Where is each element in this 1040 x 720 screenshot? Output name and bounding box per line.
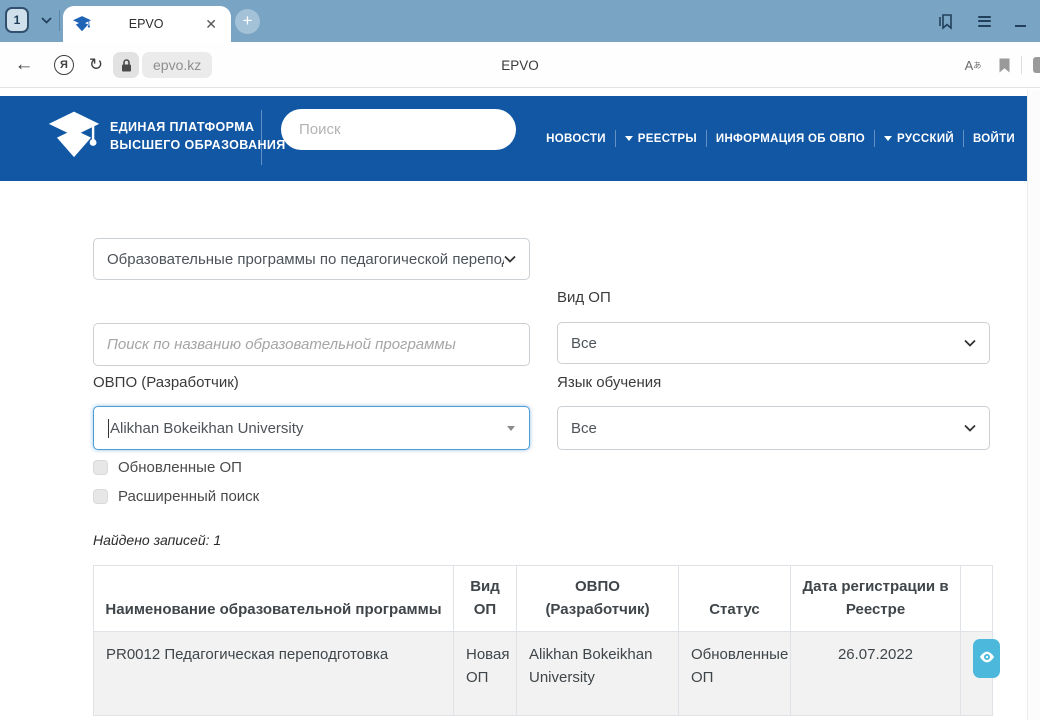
site-logo[interactable]: ЕДИНАЯ ПЛАТФОРМА ВЫСШЕГО ОБРАЗОВАНИЯ (48, 108, 286, 164)
chevron-down-icon (40, 16, 52, 24)
checkbox-icon (93, 489, 108, 504)
tab-list-chevron-button[interactable] (36, 9, 56, 31)
registry-select[interactable]: Образовательные программы по педагогичес… (93, 238, 530, 280)
reload-button[interactable]: ↻ (88, 55, 104, 74)
tab-counter-badge[interactable]: 1 (5, 7, 29, 33)
cell-date: 26.07.2022 (790, 631, 961, 716)
browser-tab-epvo[interactable]: EPVO ✕ (63, 6, 231, 42)
view-program-button[interactable] (973, 639, 1000, 678)
cell-type: Новая ОП (453, 631, 517, 716)
chevron-down-icon (964, 424, 976, 432)
epvo-favicon-icon (73, 15, 91, 31)
bookmarks-panel-button[interactable] (937, 13, 954, 30)
header-divider (261, 110, 262, 165)
type-label: Вид ОП (557, 289, 611, 306)
type-select[interactable]: Все (557, 322, 990, 364)
dropdown-arrow-icon (507, 425, 515, 431)
nav-item-registries[interactable]: РЕЕСТРЫ (616, 133, 706, 145)
chevron-down-icon (504, 255, 516, 263)
developer-label: ОВПО (Разработчик) (93, 374, 239, 391)
graduation-cap-icon (48, 111, 100, 158)
col-header-date: Дата регистрации в Реестре (790, 565, 961, 632)
cell-developer: Alikhan Bokeikhan University (516, 631, 679, 716)
site-header: ЕДИНАЯ ПЛАТФОРМА ВЫСШЕГО ОБРАЗОВАНИЯ НОВ… (0, 96, 1040, 181)
cell-program-name: PR0012 Педагогическая переподготовка (93, 631, 454, 716)
browser-tab-bar: 1 EPVO ✕ + (0, 0, 1040, 42)
table-row: PR0012 Педагогическая переподготовка Нов… (93, 631, 1000, 716)
site-security-button[interactable] (113, 52, 139, 78)
site-search-input[interactable] (281, 109, 516, 150)
checkbox-icon (93, 460, 108, 475)
col-header-name: Наименование образовательной программы (93, 565, 454, 632)
nav-item-language[interactable]: РУССКИЙ (875, 133, 963, 145)
nav-item-ovpo-info[interactable]: ИНФОРМАЦИЯ ОБ ОВПО (715, 132, 866, 145)
address-bar[interactable]: epvo.kz (142, 52, 213, 78)
language-select[interactable]: Все (557, 406, 990, 450)
checkbox-advanced-search[interactable]: Расширенный поиск (93, 488, 259, 505)
nav-item-news[interactable]: НОВОСТИ (546, 132, 606, 145)
main-nav: НОВОСТИ РЕЕСТРЫ ИНФОРМАЦИЯ ОБ ОВПО РУССК… (537, 96, 1024, 181)
checkbox-updated-op[interactable]: Обновленные ОП (93, 459, 242, 476)
col-header-type: Вид ОП (453, 565, 517, 632)
found-records-text: Найдено записей: 1 (93, 532, 222, 548)
dropdown-arrow-icon (624, 136, 633, 141)
results-table: Наименование образовательной программы В… (93, 565, 1000, 716)
program-search-input[interactable] (93, 323, 530, 366)
yandex-button[interactable]: Я (50, 42, 78, 88)
tab-close-button[interactable]: ✕ (205, 16, 217, 32)
toolbar-separator (1021, 56, 1022, 74)
dropdown-arrow-icon (884, 136, 893, 141)
bookmark-page-button[interactable] (994, 42, 1014, 88)
language-label: Язык обучения (557, 374, 662, 391)
col-header-actions (960, 565, 993, 632)
nav-item-login[interactable]: ВОЙТИ (972, 132, 1015, 145)
browser-menu-button[interactable] (978, 13, 991, 29)
site-logo-text: ЕДИНАЯ ПЛАТФОРМА ВЫСШЕГО ОБРАЗОВАНИЯ (110, 119, 286, 152)
lock-icon (121, 58, 131, 71)
chevron-down-icon (964, 339, 976, 347)
developer-combobox[interactable]: Alikhan Bokeikhan University (93, 406, 530, 450)
yandex-icon: Я (54, 55, 74, 75)
back-button[interactable]: ← (14, 54, 34, 75)
page-scrollbar[interactable] (1027, 90, 1040, 720)
sidebar-panel-button[interactable] (1033, 57, 1040, 73)
cell-status: Обновленные ОП (678, 631, 791, 716)
tab-title: EPVO (128, 17, 164, 31)
bookmark-icon (999, 58, 1009, 72)
col-header-developer: ОВПО (Разработчик) (516, 565, 679, 632)
table-header-row: Наименование образовательной программы В… (93, 565, 993, 632)
col-header-status: Статус (678, 565, 791, 632)
text-caret (108, 418, 109, 438)
cell-actions (960, 631, 1000, 716)
new-tab-button[interactable]: + (235, 9, 260, 34)
window-minimize-button[interactable] (1015, 25, 1026, 27)
eye-icon (979, 651, 994, 663)
tabbar-divider (59, 10, 60, 31)
